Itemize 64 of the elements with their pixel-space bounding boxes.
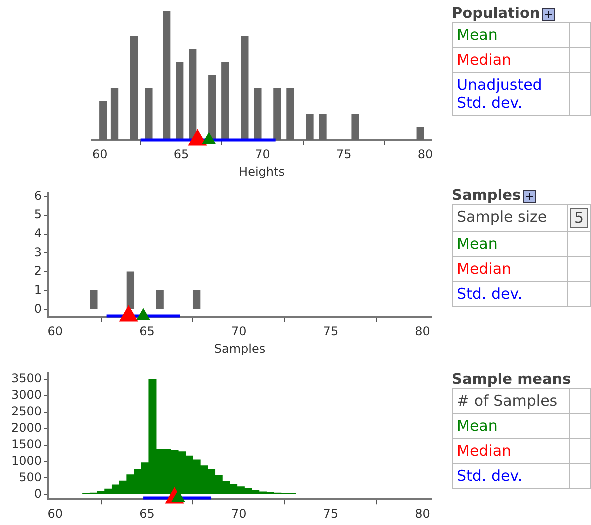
text: Mean — [452, 232, 568, 256]
text: Std. dev. — [452, 282, 568, 306]
y-tick-label: 2000 — [11, 421, 42, 436]
x-tick-label: 70 — [231, 506, 247, 521]
bar — [189, 49, 197, 140]
bar — [254, 88, 262, 140]
text: Population — [452, 6, 540, 22]
x-tick-label: 80 — [418, 148, 434, 162]
text: Median — [452, 438, 570, 464]
y-tick-label: 6 — [34, 188, 42, 203]
x-tick-label: 60 — [48, 506, 63, 521]
x-tick-label: 65 — [140, 324, 155, 339]
y-tick-label: 500 — [19, 470, 42, 484]
x-tick-label: 75 — [323, 506, 339, 521]
bar — [222, 62, 230, 140]
x-tick-label: 75 — [323, 324, 339, 339]
bar — [176, 62, 184, 140]
text: Median — [452, 48, 570, 72]
x-tick-label: 80 — [415, 324, 430, 339]
x-tick-label: 80 — [415, 506, 430, 521]
text: Sample size — [452, 204, 568, 232]
y-tick-label: 1500 — [11, 437, 42, 452]
y-tick-label: 1 — [34, 282, 42, 297]
bar — [130, 36, 138, 140]
text: Mean — [452, 414, 570, 438]
text: Std. dev. — [452, 464, 570, 488]
x-tick-label: 70 — [255, 148, 270, 162]
text: Median — [452, 256, 568, 282]
y-tick-label: 2500 — [11, 404, 42, 419]
x-tick-label: 70 — [231, 324, 247, 339]
text: # of Samples — [452, 388, 570, 414]
bar — [274, 88, 282, 140]
text: Unadjusted Std. dev. — [452, 72, 570, 116]
bar — [145, 88, 153, 140]
y-tick-label: 1000 — [11, 454, 42, 468]
x-axis-title: Heights — [239, 164, 285, 179]
bar — [100, 101, 108, 140]
y-tick-label: 2 — [34, 264, 42, 278]
x-tick-label: 75 — [336, 148, 352, 162]
x-axis-title: Samples — [214, 342, 266, 356]
bar — [416, 126, 424, 140]
bar — [241, 36, 249, 140]
x-tick-label: 60 — [48, 324, 63, 339]
bar — [306, 114, 314, 140]
bar — [319, 114, 327, 140]
bar — [110, 88, 119, 140]
x-tick-label: 65 — [174, 148, 190, 162]
x-tick-label: 60 — [92, 148, 108, 162]
y-tick-label: 3500 — [11, 372, 42, 386]
data-label: 5 — [570, 208, 588, 228]
y-tick-label: 4 — [34, 226, 42, 241]
x-tick-label: 65 — [140, 506, 155, 521]
y-tick-label: 0 — [34, 302, 42, 316]
text: Sample means — [452, 372, 572, 388]
y-tick-label: 5 — [34, 208, 42, 222]
y-tick-label: 3000 — [11, 388, 42, 402]
y-tick-label: 0 — [34, 486, 42, 501]
text: Mean — [452, 22, 570, 48]
text: Samples — [452, 188, 522, 204]
bar — [352, 114, 360, 140]
bar — [163, 11, 171, 140]
bar — [208, 75, 216, 140]
y-tick-label: 3 — [34, 245, 42, 260]
bar — [286, 88, 294, 140]
